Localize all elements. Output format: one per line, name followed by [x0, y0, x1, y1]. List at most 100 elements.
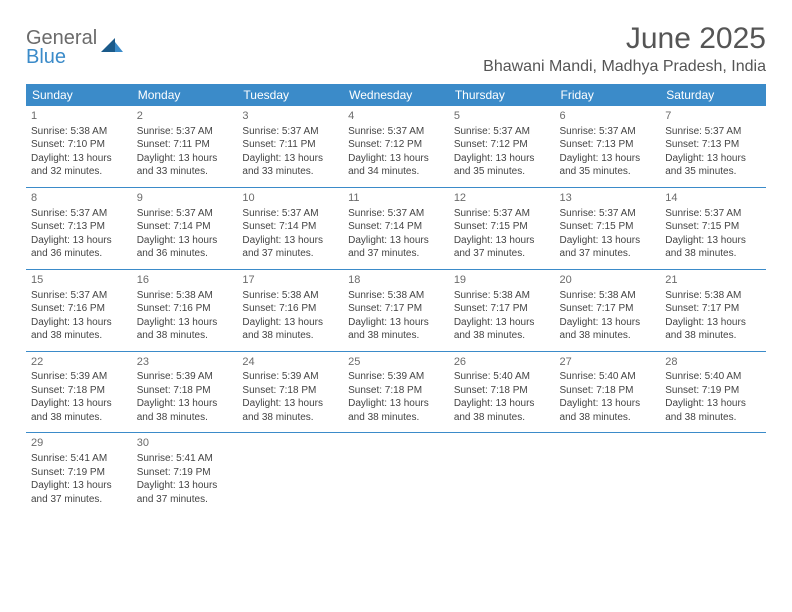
sunrise-line: Sunrise: 5:39 AM — [137, 370, 233, 384]
empty-cell — [660, 433, 766, 514]
sunset-line: Sunset: 7:11 PM — [242, 138, 338, 152]
sunset-line: Sunset: 7:12 PM — [454, 138, 550, 152]
daylight-line: Daylight: 13 hours and 38 minutes. — [665, 397, 761, 424]
empty-cell — [555, 433, 661, 514]
empty-cell — [237, 433, 343, 514]
day-cell: 17Sunrise: 5:38 AMSunset: 7:16 PMDayligh… — [237, 269, 343, 351]
weekday-header: Tuesday — [237, 84, 343, 106]
sunrise-line: Sunrise: 5:37 AM — [665, 207, 761, 221]
sunset-line: Sunset: 7:13 PM — [560, 138, 656, 152]
daylight-line: Daylight: 13 hours and 38 minutes. — [242, 397, 338, 424]
day-cell: 26Sunrise: 5:40 AMSunset: 7:18 PMDayligh… — [449, 351, 555, 433]
day-cell: 3Sunrise: 5:37 AMSunset: 7:11 PMDaylight… — [237, 106, 343, 187]
day-number: 25 — [348, 355, 444, 370]
sunrise-line: Sunrise: 5:38 AM — [137, 289, 233, 303]
day-cell: 6Sunrise: 5:37 AMSunset: 7:13 PMDaylight… — [555, 106, 661, 187]
day-cell: 28Sunrise: 5:40 AMSunset: 7:19 PMDayligh… — [660, 351, 766, 433]
day-cell: 24Sunrise: 5:39 AMSunset: 7:18 PMDayligh… — [237, 351, 343, 433]
sunset-line: Sunset: 7:12 PM — [348, 138, 444, 152]
day-number: 24 — [242, 355, 338, 370]
daylight-line: Daylight: 13 hours and 38 minutes. — [31, 316, 127, 343]
daylight-line: Daylight: 13 hours and 38 minutes. — [454, 316, 550, 343]
sunset-line: Sunset: 7:18 PM — [137, 384, 233, 398]
logo-text-blue: Blue — [26, 47, 97, 67]
day-cell: 14Sunrise: 5:37 AMSunset: 7:15 PMDayligh… — [660, 187, 766, 269]
day-cell: 1Sunrise: 5:38 AMSunset: 7:10 PMDaylight… — [26, 106, 132, 187]
sunset-line: Sunset: 7:18 PM — [31, 384, 127, 398]
day-cell: 23Sunrise: 5:39 AMSunset: 7:18 PMDayligh… — [132, 351, 238, 433]
sunrise-line: Sunrise: 5:38 AM — [31, 125, 127, 139]
day-cell: 5Sunrise: 5:37 AMSunset: 7:12 PMDaylight… — [449, 106, 555, 187]
sunset-line: Sunset: 7:18 PM — [348, 384, 444, 398]
day-number: 20 — [560, 273, 656, 288]
daylight-line: Daylight: 13 hours and 38 minutes. — [31, 397, 127, 424]
day-cell: 8Sunrise: 5:37 AMSunset: 7:13 PMDaylight… — [26, 187, 132, 269]
calendar-row: 22Sunrise: 5:39 AMSunset: 7:18 PMDayligh… — [26, 351, 766, 433]
sunrise-line: Sunrise: 5:37 AM — [454, 207, 550, 221]
day-cell: 25Sunrise: 5:39 AMSunset: 7:18 PMDayligh… — [343, 351, 449, 433]
daylight-line: Daylight: 13 hours and 37 minutes. — [242, 234, 338, 261]
weekday-header: Saturday — [660, 84, 766, 106]
day-cell: 13Sunrise: 5:37 AMSunset: 7:15 PMDayligh… — [555, 187, 661, 269]
day-number: 11 — [348, 191, 444, 206]
sunrise-line: Sunrise: 5:41 AM — [31, 452, 127, 466]
calendar-body: 1Sunrise: 5:38 AMSunset: 7:10 PMDaylight… — [26, 106, 766, 514]
daylight-line: Daylight: 13 hours and 38 minutes. — [665, 234, 761, 261]
sunrise-line: Sunrise: 5:37 AM — [31, 207, 127, 221]
day-number: 7 — [665, 109, 761, 124]
weekday-header: Wednesday — [343, 84, 449, 106]
sunrise-line: Sunrise: 5:37 AM — [560, 125, 656, 139]
weekday-header: Thursday — [449, 84, 555, 106]
day-number: 17 — [242, 273, 338, 288]
sunset-line: Sunset: 7:13 PM — [31, 220, 127, 234]
day-number: 23 — [137, 355, 233, 370]
daylight-line: Daylight: 13 hours and 37 minutes. — [454, 234, 550, 261]
daylight-line: Daylight: 13 hours and 37 minutes. — [348, 234, 444, 261]
calendar-row: 29Sunrise: 5:41 AMSunset: 7:19 PMDayligh… — [26, 433, 766, 514]
sunset-line: Sunset: 7:16 PM — [137, 302, 233, 316]
sunset-line: Sunset: 7:14 PM — [137, 220, 233, 234]
day-number: 19 — [454, 273, 550, 288]
daylight-line: Daylight: 13 hours and 38 minutes. — [665, 316, 761, 343]
day-cell: 16Sunrise: 5:38 AMSunset: 7:16 PMDayligh… — [132, 269, 238, 351]
sunrise-line: Sunrise: 5:37 AM — [137, 125, 233, 139]
empty-cell — [449, 433, 555, 514]
sunrise-line: Sunrise: 5:40 AM — [454, 370, 550, 384]
day-number: 27 — [560, 355, 656, 370]
sunrise-line: Sunrise: 5:39 AM — [348, 370, 444, 384]
sunrise-line: Sunrise: 5:37 AM — [348, 125, 444, 139]
day-number: 26 — [454, 355, 550, 370]
sunset-line: Sunset: 7:13 PM — [665, 138, 761, 152]
day-cell: 22Sunrise: 5:39 AMSunset: 7:18 PMDayligh… — [26, 351, 132, 433]
day-number: 3 — [242, 109, 338, 124]
day-cell: 7Sunrise: 5:37 AMSunset: 7:13 PMDaylight… — [660, 106, 766, 187]
sunrise-line: Sunrise: 5:38 AM — [454, 289, 550, 303]
sunset-line: Sunset: 7:16 PM — [242, 302, 338, 316]
daylight-line: Daylight: 13 hours and 38 minutes. — [137, 397, 233, 424]
sunset-line: Sunset: 7:18 PM — [242, 384, 338, 398]
sunrise-line: Sunrise: 5:38 AM — [665, 289, 761, 303]
calendar-row: 8Sunrise: 5:37 AMSunset: 7:13 PMDaylight… — [26, 187, 766, 269]
sunrise-line: Sunrise: 5:38 AM — [348, 289, 444, 303]
daylight-line: Daylight: 13 hours and 38 minutes. — [137, 316, 233, 343]
day-cell: 10Sunrise: 5:37 AMSunset: 7:14 PMDayligh… — [237, 187, 343, 269]
day-cell: 11Sunrise: 5:37 AMSunset: 7:14 PMDayligh… — [343, 187, 449, 269]
day-number: 9 — [137, 191, 233, 206]
sunset-line: Sunset: 7:11 PM — [137, 138, 233, 152]
sunrise-line: Sunrise: 5:37 AM — [560, 207, 656, 221]
daylight-line: Daylight: 13 hours and 37 minutes. — [31, 479, 127, 506]
logo-text: General Blue — [26, 28, 97, 67]
sunset-line: Sunset: 7:19 PM — [31, 466, 127, 480]
day-cell: 4Sunrise: 5:37 AMSunset: 7:12 PMDaylight… — [343, 106, 449, 187]
sunrise-line: Sunrise: 5:41 AM — [137, 452, 233, 466]
sunrise-line: Sunrise: 5:37 AM — [454, 125, 550, 139]
sunset-line: Sunset: 7:14 PM — [348, 220, 444, 234]
day-cell: 30Sunrise: 5:41 AMSunset: 7:19 PMDayligh… — [132, 433, 238, 514]
daylight-line: Daylight: 13 hours and 38 minutes. — [560, 397, 656, 424]
sunrise-line: Sunrise: 5:37 AM — [242, 207, 338, 221]
day-number: 4 — [348, 109, 444, 124]
day-number: 13 — [560, 191, 656, 206]
daylight-line: Daylight: 13 hours and 35 minutes. — [665, 152, 761, 179]
day-cell: 9Sunrise: 5:37 AMSunset: 7:14 PMDaylight… — [132, 187, 238, 269]
daylight-line: Daylight: 13 hours and 36 minutes. — [31, 234, 127, 261]
